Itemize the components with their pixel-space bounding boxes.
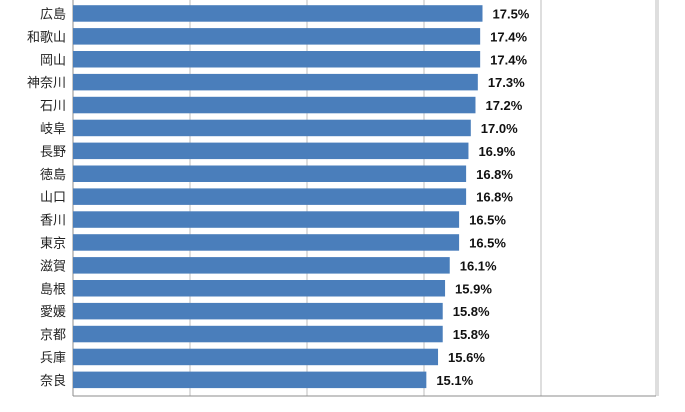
value-label: 15.6% <box>448 350 485 365</box>
category-label: 神奈川 <box>27 76 66 91</box>
bar <box>73 119 471 137</box>
bar <box>73 302 443 320</box>
category-label: 岡山 <box>40 53 66 68</box>
bar <box>73 51 481 68</box>
bar <box>73 325 443 343</box>
category-label: 京都 <box>40 328 66 343</box>
category-label: 岐阜 <box>40 121 66 137</box>
bar <box>73 73 478 91</box>
category-label: 愛媛 <box>40 305 66 320</box>
bar <box>73 28 481 45</box>
category-label: 滋賀 <box>40 259 66 274</box>
category-label: 石川 <box>40 99 66 114</box>
bar <box>73 371 427 389</box>
bar <box>73 280 446 297</box>
value-label: 17.5% <box>493 6 530 21</box>
value-label: 15.8% <box>453 327 490 342</box>
value-label: 16.8% <box>476 167 513 182</box>
category-label: 奈良 <box>40 373 66 389</box>
value-label: 16.5% <box>469 235 506 250</box>
category-label: 香川 <box>40 214 66 229</box>
bar <box>73 5 483 22</box>
value-label: 16.9% <box>478 144 515 159</box>
value-label: 17.3% <box>488 75 525 90</box>
bar <box>73 348 439 366</box>
value-label: 17.4% <box>490 52 527 67</box>
value-label: 16.1% <box>460 258 497 273</box>
bar <box>73 211 460 228</box>
category-label: 和歌山 <box>27 30 66 45</box>
value-label: 16.5% <box>469 213 506 228</box>
bar <box>73 234 460 251</box>
category-label: 山口 <box>40 191 66 206</box>
category-label: 長野 <box>40 145 66 160</box>
value-label: 15.9% <box>455 281 492 296</box>
category-label: 広島 <box>40 7 66 22</box>
bar <box>73 96 476 114</box>
category-label: 兵庫 <box>40 351 66 366</box>
value-label: 15.1% <box>436 373 473 388</box>
bar <box>73 142 469 160</box>
category-label: 徳島 <box>40 168 66 183</box>
bar <box>73 165 467 182</box>
category-label: 島根 <box>40 282 66 297</box>
value-label: 15.8% <box>453 304 490 319</box>
bar <box>73 188 467 205</box>
value-label: 17.4% <box>490 29 527 44</box>
category-label: 東京 <box>40 235 66 251</box>
value-label: 17.0% <box>481 121 518 136</box>
bar <box>73 257 450 274</box>
value-label: 17.2% <box>485 98 522 113</box>
value-label: 16.8% <box>476 190 513 205</box>
